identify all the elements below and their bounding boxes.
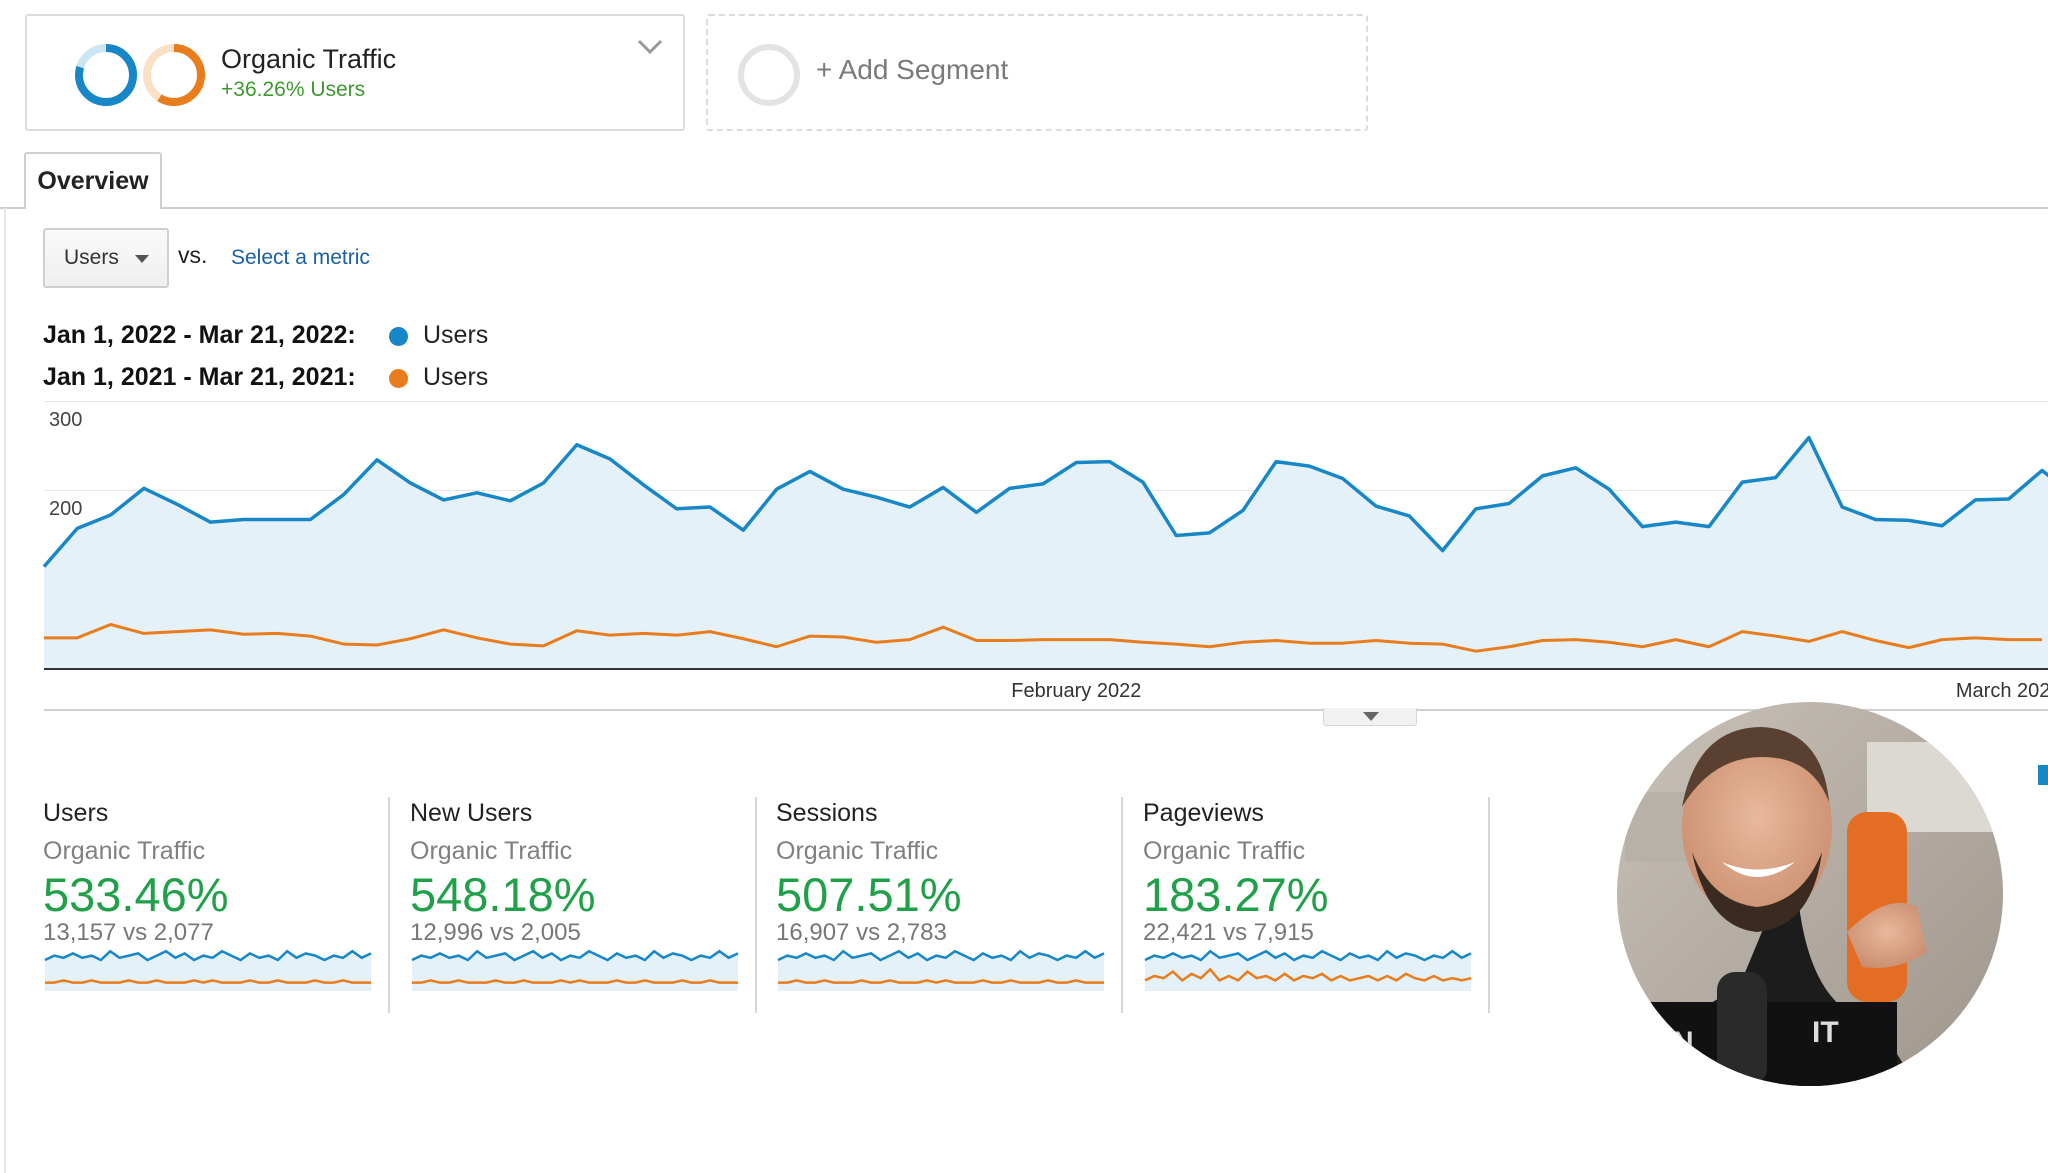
scorecard-title: Pageviews [1143, 799, 1264, 827]
edge-marker [2038, 765, 2048, 785]
sparkline-current [1144, 949, 1472, 962]
scorecard-comparison: 16,907 vs 2,783 [776, 919, 947, 946]
legend-dot-orange [389, 369, 408, 388]
chart-collapse-handle[interactable] [1323, 708, 1417, 726]
select-metric-link[interactable]: Select a metric [231, 246, 370, 269]
scorecard-segment: Organic Traffic [410, 837, 573, 865]
sparkline-current [777, 949, 1105, 962]
segment-change: +36.26% Users [221, 78, 366, 101]
scorecard-title: Sessions [776, 799, 878, 827]
series-area-current [44, 437, 2048, 669]
legend-date-range: Jan 1, 2022 - Mar 21, 2022: [43, 321, 356, 349]
x-tick-label: March 2022 [1956, 680, 2048, 702]
presenter-video-image: N IT [1617, 702, 2003, 1086]
metric-dropdown-value: Users [64, 246, 119, 269]
metric-dropdown[interactable]: Users [43, 228, 169, 288]
legend-series-label: Users [423, 321, 489, 349]
svg-text:N: N [1672, 1026, 1694, 1059]
svg-text:IT: IT [1812, 1016, 1839, 1049]
add-segment-button[interactable]: + Add Segment [706, 14, 1368, 131]
segment-donut-icon [75, 44, 137, 106]
sessions-sparkline [777, 949, 1105, 991]
legend-dot-blue [389, 327, 408, 346]
scorecard-comparison: 12,996 vs 2,005 [410, 919, 581, 946]
scorecard-divider [1121, 797, 1123, 1013]
scorecard-segment: Organic Traffic [43, 837, 206, 865]
segment-name: Organic Traffic [221, 44, 397, 74]
presenter-webcam-overlay: N IT [1617, 702, 2003, 1086]
scorecard-comparison: 22,421 vs 7,915 [1143, 919, 1314, 946]
scorecard-segment: Organic Traffic [776, 837, 939, 865]
sparkline-current [411, 949, 739, 962]
tab-overview[interactable]: Overview [24, 152, 162, 209]
sparkline-area [1145, 951, 1471, 991]
scorecard-title: New Users [410, 799, 533, 827]
tab-strip-divider [0, 207, 2048, 209]
collapse-caret-icon [1363, 712, 1379, 721]
users-sparkline [44, 949, 372, 991]
scorecard-sessions[interactable]: Sessions Organic Traffic 507.51% 16,907 … [776, 795, 1142, 1013]
chevron-down-icon[interactable] [635, 32, 665, 62]
scorecard-change: 533.46% [43, 868, 229, 921]
scorecard-divider [1488, 797, 1490, 1013]
empty-segment-icon [738, 44, 800, 106]
add-segment-label: + Add Segment [816, 54, 1009, 85]
scorecard-comparison: 13,157 vs 2,077 [43, 919, 214, 946]
scorecard-divider [388, 797, 390, 1013]
scorecard-pageviews[interactable]: Pageviews Organic Traffic 183.27% 22,421… [1143, 795, 1509, 1013]
series-line-current [42, 435, 2048, 568]
series-line-previous [44, 623, 2042, 653]
scorecard-segment: Organic Traffic [1143, 837, 1306, 865]
y-tick-label: 300 [49, 409, 82, 431]
legend-series-label: Users [423, 363, 489, 391]
left-border [4, 208, 6, 1173]
vs-label: vs. [178, 242, 208, 268]
sparkline-previous [778, 979, 1104, 984]
sparkline-previous [45, 979, 371, 984]
scorecard-users[interactable]: Users Organic Traffic 533.46% 13,157 vs … [43, 795, 409, 1013]
scorecard-divider [755, 797, 757, 1013]
comparison-donut-icon [143, 44, 205, 106]
dropdown-caret-icon [135, 255, 149, 263]
x-tick-label: February 2022 [1011, 680, 1141, 702]
legend-date-range: Jan 1, 2021 - Mar 21, 2021: [43, 363, 356, 391]
pageviews-sparkline [1144, 949, 1472, 991]
scorecard-change: 548.18% [410, 868, 596, 921]
scorecard-change: 183.27% [1143, 868, 1329, 921]
new-users-sparkline [411, 949, 739, 991]
scorecard-title: Users [43, 799, 109, 827]
y-tick-label: 200 [49, 498, 82, 520]
sparkline-current [44, 949, 372, 962]
segment-card-organic-traffic[interactable]: Organic Traffic +36.26% Users [25, 14, 685, 131]
scorecard-change: 507.51% [776, 868, 962, 921]
sparkline-previous [412, 979, 738, 984]
sparkline-previous [1144, 967, 1472, 983]
scorecard-new-users[interactable]: New Users Organic Traffic 548.18% 12,996… [410, 795, 776, 1013]
